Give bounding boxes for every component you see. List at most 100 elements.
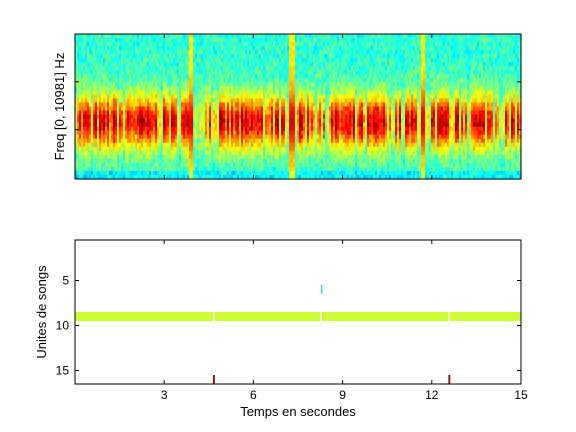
spectrogram-cell bbox=[291, 70, 294, 75]
spectrogram-cell bbox=[349, 142, 352, 148]
spectrogram-cell bbox=[255, 58, 258, 63]
spectrogram-cell bbox=[297, 54, 300, 59]
spectrogram-cell bbox=[249, 66, 252, 71]
spectrogram-cell bbox=[249, 106, 252, 112]
spectrogram-cell bbox=[103, 142, 106, 148]
spectrogram-cell bbox=[263, 146, 266, 152]
spectrogram-cell bbox=[285, 90, 288, 96]
spectrogram-cell bbox=[273, 122, 276, 128]
spectrogram-cell bbox=[301, 98, 304, 104]
spectrogram-cell bbox=[129, 38, 132, 43]
spectrogram-cell bbox=[253, 154, 256, 160]
spectrogram-cell bbox=[259, 126, 262, 132]
spectrogram-cell bbox=[205, 102, 208, 108]
spectrogram-cell bbox=[235, 86, 238, 91]
spectrogram-cell bbox=[303, 98, 306, 104]
spectrogram-cell bbox=[131, 66, 134, 71]
spectrogram-cell bbox=[283, 74, 286, 79]
spectrogram-cell bbox=[281, 150, 284, 156]
spectrogram-cell bbox=[123, 146, 126, 152]
spectrogram-cell bbox=[145, 150, 148, 156]
spectrogram-cell bbox=[171, 74, 174, 79]
spectrogram-cell bbox=[165, 54, 168, 59]
spectrogram-cell bbox=[165, 66, 168, 71]
spectrogram-cell bbox=[295, 166, 298, 172]
spectrogram-cell bbox=[243, 170, 246, 176]
spectrogram-cell bbox=[241, 46, 244, 51]
spectrogram-cell bbox=[153, 74, 156, 79]
spectrogram-cell bbox=[295, 146, 298, 152]
spectrogram-cell bbox=[105, 122, 108, 128]
spectrogram-cell bbox=[259, 154, 262, 160]
spectrogram-cell bbox=[351, 142, 354, 148]
spectrogram-cell bbox=[301, 58, 304, 63]
spectrogram-cell bbox=[257, 62, 260, 67]
spectrogram-cell bbox=[219, 118, 222, 124]
spectrogram-cell bbox=[129, 62, 132, 67]
spectrogram-cell bbox=[201, 106, 204, 112]
spectrogram-cell bbox=[343, 94, 346, 100]
spectrogram-cell bbox=[271, 82, 274, 87]
spectrogram-cell bbox=[217, 114, 220, 120]
spectrogram-cell bbox=[159, 122, 162, 128]
spectrogram-cell bbox=[123, 142, 126, 148]
spectrogram-cell bbox=[173, 158, 176, 164]
spectrogram-cell bbox=[219, 66, 222, 71]
spectrogram-cell bbox=[313, 138, 316, 144]
spectrogram-cell bbox=[227, 174, 230, 180]
spectrogram-cell bbox=[97, 34, 100, 39]
spectrogram-cell bbox=[157, 54, 160, 59]
spectrogram-cell bbox=[321, 130, 324, 136]
spectrogram-cell bbox=[199, 66, 202, 71]
spectrogram-cell bbox=[165, 118, 168, 124]
spectrogram-cell bbox=[307, 162, 310, 168]
spectrogram-cell bbox=[289, 106, 292, 112]
spectrogram-cell bbox=[311, 102, 314, 108]
spectrogram-cell bbox=[149, 174, 152, 180]
spectrogram-cell bbox=[89, 150, 92, 156]
spectrogram-cell bbox=[233, 130, 236, 136]
spectrogram-cell bbox=[91, 66, 94, 71]
spectrogram-cell bbox=[317, 146, 320, 152]
spectrogram-cell bbox=[319, 114, 322, 120]
spectrogram-cell bbox=[177, 86, 180, 91]
spectrogram-cell bbox=[159, 174, 162, 180]
spectrogram-cell bbox=[335, 70, 338, 75]
spectrogram-cell bbox=[245, 122, 248, 128]
spectrogram-cell bbox=[307, 82, 310, 87]
spectrogram-cell bbox=[157, 170, 160, 176]
spectrogram-cell bbox=[323, 174, 326, 180]
spectrogram-cell bbox=[93, 90, 96, 96]
spectrogram-cell bbox=[331, 158, 334, 164]
spectrogram-cell bbox=[169, 94, 172, 100]
spectrogram-cell bbox=[149, 74, 152, 79]
spectrogram-cell bbox=[201, 78, 204, 83]
spectrogram-cell bbox=[245, 106, 248, 112]
spectrogram-cell bbox=[157, 78, 160, 83]
spectrogram-cell bbox=[293, 78, 296, 83]
spectrogram-cell bbox=[103, 46, 106, 51]
spectrogram-cell bbox=[309, 74, 312, 79]
spectrogram-cell bbox=[77, 138, 80, 144]
spectrogram-cell bbox=[253, 82, 256, 87]
spectrogram-cell bbox=[187, 34, 190, 39]
spectrogram-cell bbox=[195, 114, 198, 120]
spectrogram-cell bbox=[137, 94, 140, 100]
spectrogram-cell bbox=[191, 50, 194, 55]
spectrogram-cell bbox=[309, 94, 312, 100]
spectrogram-cell bbox=[271, 42, 274, 47]
spectrogram-cell bbox=[297, 66, 300, 71]
spectrogram-cell bbox=[115, 138, 118, 144]
spectrogram-cell bbox=[193, 58, 196, 63]
spectrogram-cell bbox=[89, 142, 92, 148]
spectrogram-cell bbox=[253, 166, 256, 172]
spectrogram-cell bbox=[185, 162, 188, 168]
spectrogram-cell bbox=[87, 34, 90, 39]
spectrogram-cell bbox=[237, 122, 240, 128]
spectrogram-cell bbox=[193, 62, 196, 67]
spectrogram-cell bbox=[321, 126, 324, 132]
spectrogram-cell bbox=[163, 78, 166, 83]
spectrogram-cell bbox=[255, 86, 258, 91]
spectrogram-cell bbox=[123, 86, 126, 91]
spectrogram-cell bbox=[213, 142, 216, 148]
